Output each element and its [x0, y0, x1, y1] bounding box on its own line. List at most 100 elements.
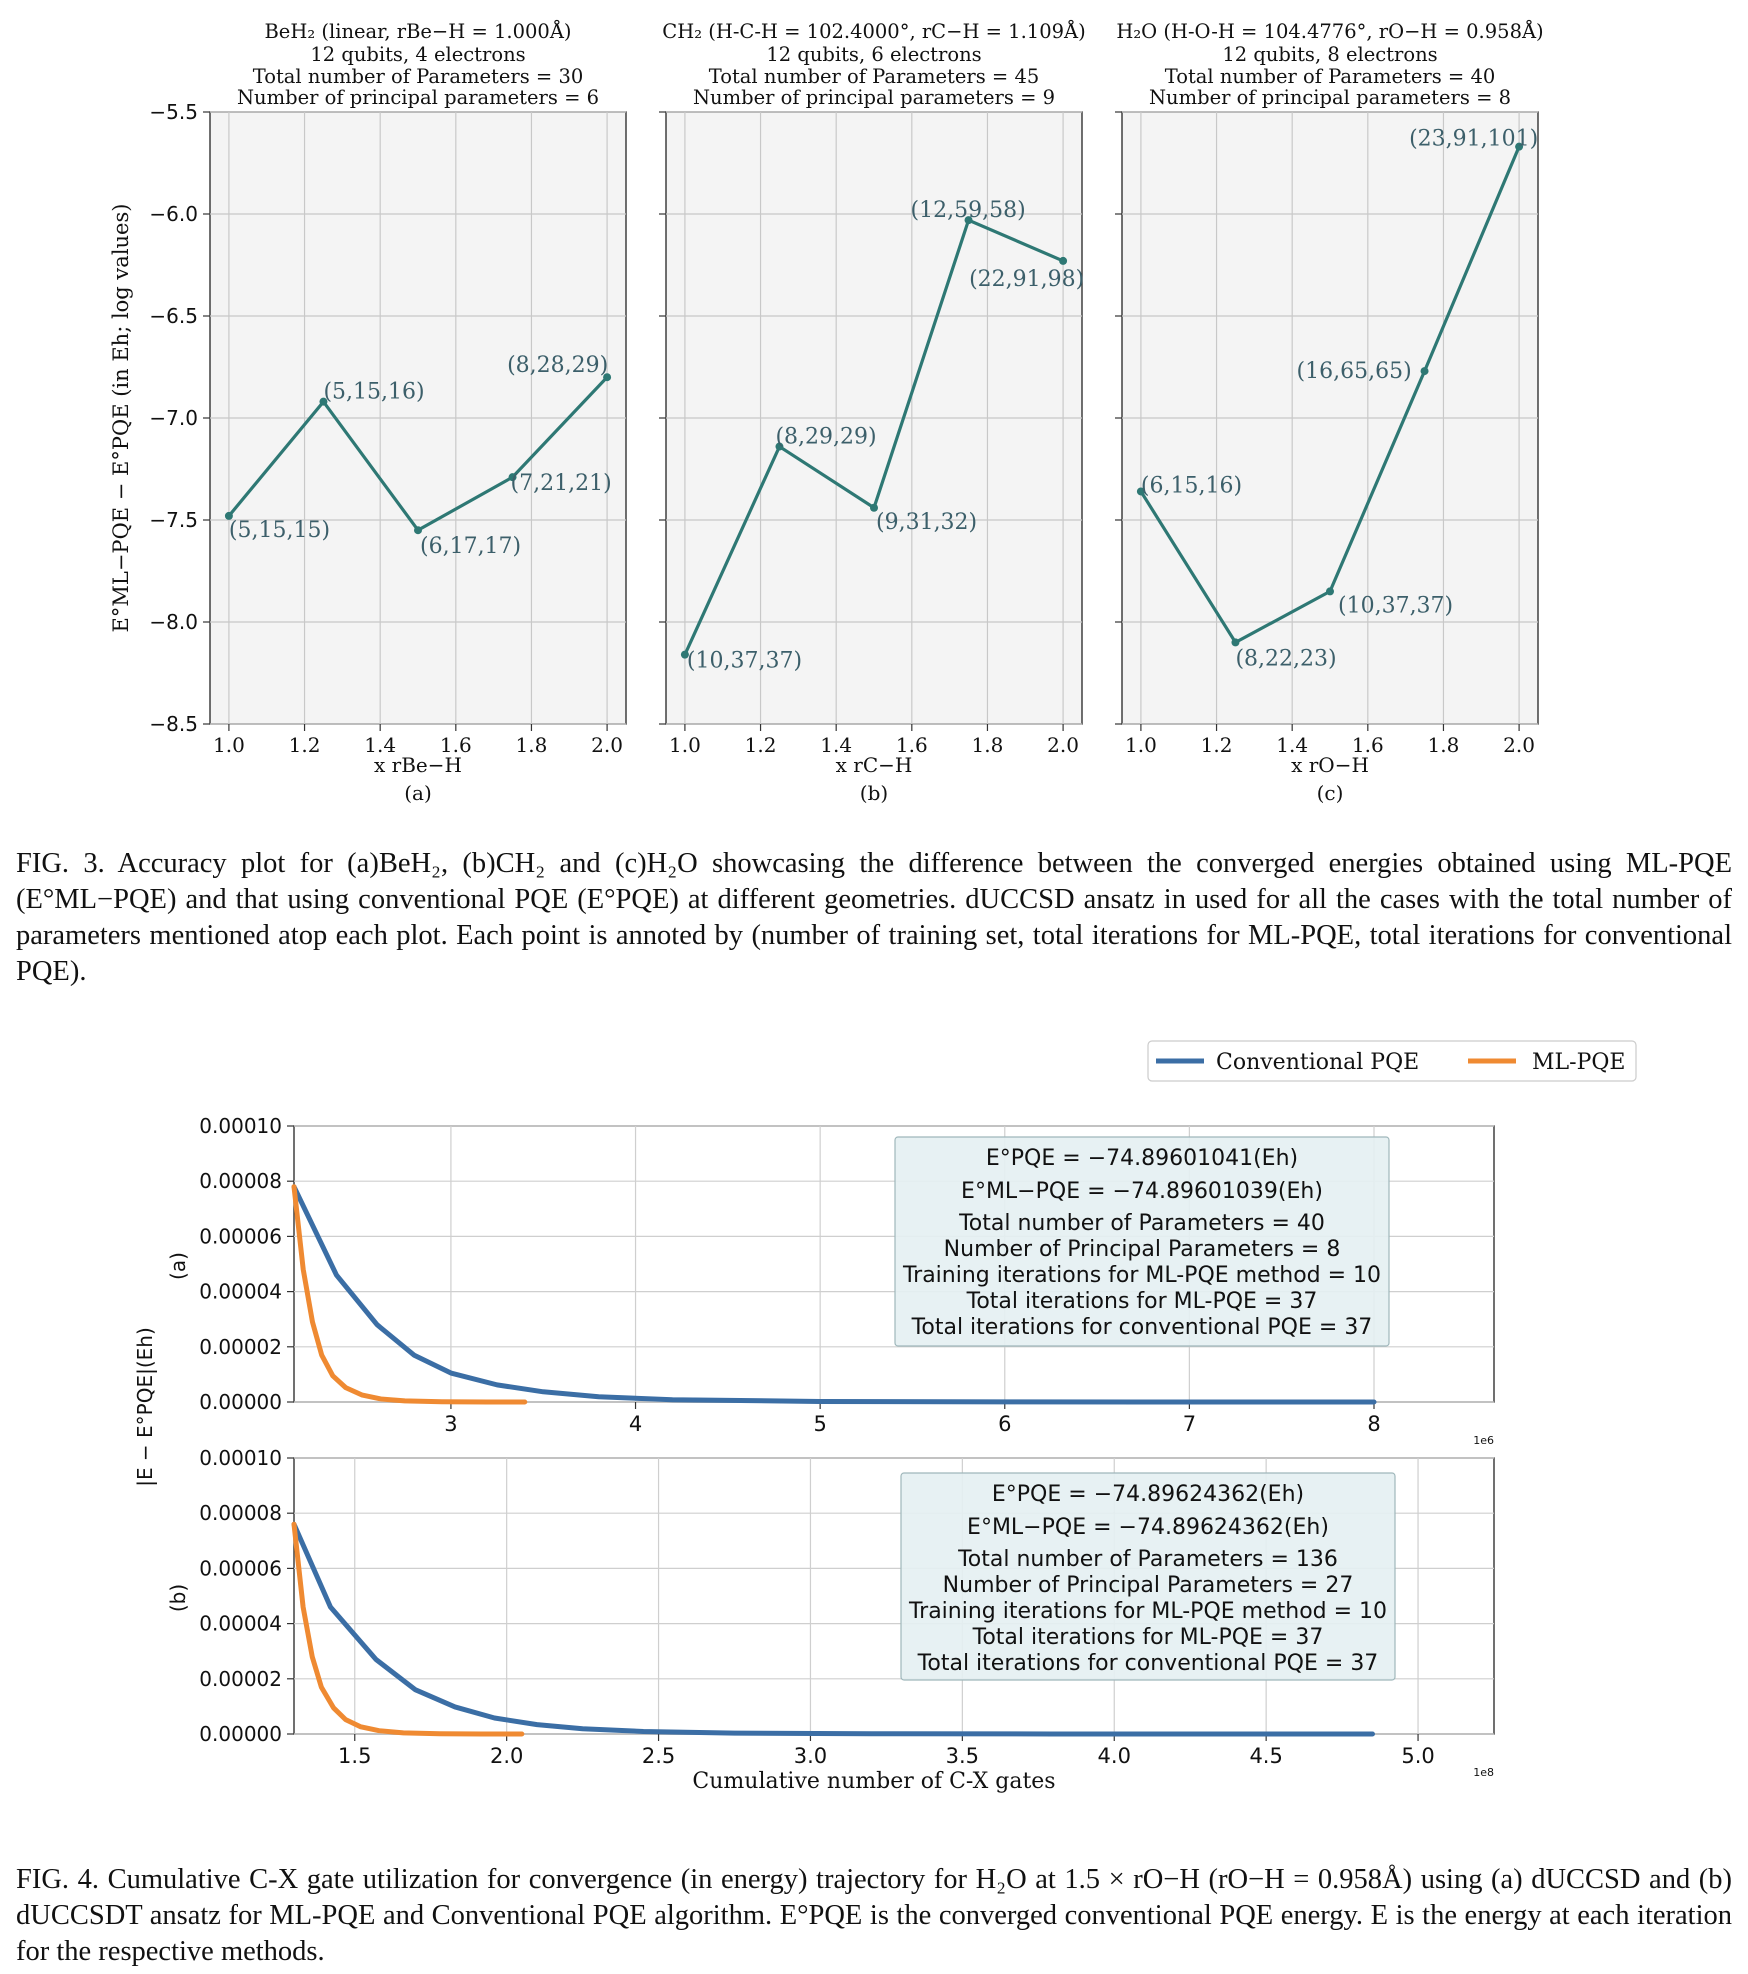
- fig3c-xlabel: x rO−H: [1291, 753, 1369, 777]
- y-tick-label: −7.5: [149, 508, 198, 532]
- x-tick-label: 1.2: [745, 733, 777, 757]
- x-tick-label: 3.0: [794, 1744, 827, 1768]
- fig4b-info-line-2: E°ML−PQE = −74.89624362(Eh): [967, 1515, 1329, 1540]
- y-tick-label: 0.00006: [199, 1556, 282, 1580]
- x-tick-label: 4.5: [1249, 1744, 1282, 1768]
- series-line-mlpqe: [291, 1521, 525, 1737]
- fig3-caption-text: Accuracy plot for (a)BeH₂, (b)CH₂ and (c…: [16, 848, 1732, 987]
- fig3-panel-c: H₂O (H-O-H = 104.4776°, rO−H = 0.958Å) 1…: [1115, 18, 1544, 805]
- fig4-legend-label-mlpqe: ML-PQE: [1532, 1050, 1625, 1075]
- fig4-ylabel: |E − E°PQE|(Eh): [133, 1327, 157, 1487]
- x-tick-label: 2.0: [1047, 733, 1079, 757]
- x-tick-label: 1.2: [289, 733, 321, 757]
- fig4a-infobox-bg: [894, 1136, 1390, 1347]
- data-point: [508, 473, 517, 482]
- fig4-caption-text: Cumulative C-X gate utilization for conv…: [16, 1864, 1733, 1967]
- data-point: [1136, 487, 1145, 496]
- data-point: [1420, 367, 1429, 376]
- x-tick-label: 1.4: [1276, 733, 1308, 757]
- x-tick-label: 2.0: [1503, 733, 1535, 757]
- fig3b-title-line-1: CH₂ (H-C-H = 102.4000°, rC−H = 1.109Å): [662, 18, 1085, 43]
- y-tick-label: 0.00002: [199, 1667, 282, 1691]
- point-label: (16,65,65): [1297, 359, 1412, 384]
- fig4b-infobox-bg: [900, 1472, 1396, 1681]
- fig4-caption: FIG. 4. Cumulative C-X gate utilization …: [16, 1862, 1732, 1970]
- series-line-conventional: [291, 1521, 1375, 1737]
- fig4a-info-line-4: Number of Principal Parameters = 8: [944, 1237, 1341, 1262]
- fig3b-title-line-2: 12 qubits, 6 electrons: [766, 43, 981, 66]
- y-tick-label: 0.00006: [199, 1224, 282, 1248]
- y-tick-label: 0.00008: [199, 1501, 282, 1525]
- fig4b-infobox: E°PQE = −74.89624362(Eh) E°ML−PQE = −74.…: [900, 1472, 1396, 1681]
- fig4-legend-label-conventional: Conventional PQE: [1216, 1050, 1419, 1075]
- y-tick-label: −7.0: [149, 406, 198, 430]
- y-tick-label: 0.00000: [199, 1390, 282, 1414]
- fig3a-series: (5,15,15) (5,15,16) (6,17,17) (7,21,21) (8,2…: [224, 353, 612, 559]
- point-label: (23,91,101): [1409, 127, 1538, 152]
- fig3-caption: FIG. 3. Accuracy plot for (a)BeH₂, (b)CH…: [16, 846, 1732, 990]
- fig4a-ticks: 3 4 5 6 7 8 0.00010 0.00008 0.00006 0.00004 0.0000…: [199, 1114, 1380, 1436]
- fig3a-title-line-4: Number of principal parameters = 6: [237, 86, 599, 109]
- fig4-legend-box: [1147, 1040, 1637, 1082]
- fig4b-info-line-1: E°PQE = −74.89624362(Eh): [992, 1482, 1304, 1507]
- data-point: [964, 216, 973, 225]
- fig3b-title-line-3: Total number of Parameters = 45: [709, 65, 1040, 88]
- x-tick-label: 7: [1183, 1412, 1196, 1436]
- fig3c-grid: [1122, 111, 1538, 725]
- fig3b-sublabel: (b): [860, 781, 888, 805]
- y-tick-label: −5.5: [149, 100, 198, 124]
- fig3a-xlabel: x rBe−H: [374, 753, 462, 777]
- fig3b-ticks: 1.0 1.2 1.4 1.6 1.8 2.0: [659, 111, 1079, 757]
- x-tick-label: 3: [444, 1412, 457, 1436]
- series-line-conventional: [291, 1184, 1377, 1405]
- fig4-caption-label: FIG. 4.: [16, 1864, 99, 1895]
- point-label: (10,37,37): [687, 649, 802, 674]
- x-tick-label: 4: [629, 1412, 642, 1436]
- fig3a-ticks: 1.0 1.2 1.4 1.6 1.8 2.0 −5.5 −6.0 −6.5 −7.0 −7.5 −8…: [149, 100, 623, 757]
- x-tick-label: 5: [813, 1412, 826, 1436]
- data-point: [1515, 142, 1524, 151]
- point-label: (6,15,16): [1141, 473, 1242, 498]
- x-tick-label: 1.6: [896, 733, 928, 757]
- point-label: (8,22,23): [1235, 646, 1336, 671]
- x-tick-label: 1.5: [338, 1744, 371, 1768]
- x-tick-label: 1.6: [440, 733, 472, 757]
- x-tick-label: 2.0: [490, 1744, 523, 1768]
- fig4-panel-b: (b) 1.5 2.0 2.5 3.0 3.5 4.0 4.5 5.0 0.00010 0.000…: [166, 1446, 1495, 1779]
- data-point: [224, 511, 233, 520]
- point-label: (5,15,15): [229, 518, 330, 543]
- fig4a-info-line-3: Total number of Parameters = 40: [958, 1211, 1325, 1236]
- y-tick-label: 0.00004: [199, 1280, 282, 1304]
- point-label: (6,17,17): [420, 534, 521, 559]
- fig3c-sublabel: (c): [1317, 781, 1344, 805]
- y-tick-label: −6.5: [149, 304, 198, 328]
- x-tick-label: 6: [998, 1412, 1011, 1436]
- fig3c-title-line-3: Total number of Parameters = 40: [1165, 65, 1496, 88]
- x-tick-label: 1.8: [972, 733, 1004, 757]
- fig3b-xlabel: x rC−H: [836, 753, 913, 777]
- data-point: [870, 503, 878, 512]
- x-tick-label: 3.5: [946, 1744, 979, 1768]
- data-point: [1059, 256, 1068, 265]
- point-label: (9,31,32): [876, 510, 977, 535]
- fig3b-series: (10,37,37) (8,29,29) (9,31,32) (12,59,58) (2…: [680, 198, 1084, 674]
- fig3-ylabel-group: E°ML−PQE − E°PQE (in Eh; log values): [109, 204, 133, 633]
- fig3c-title-line-2: 12 qubits, 8 electrons: [1222, 43, 1437, 66]
- fig4b-series: [291, 1521, 1375, 1737]
- x-tick-label: 1.6: [1352, 733, 1384, 757]
- x-tick-label: 1.0: [213, 733, 245, 757]
- fig4b-ticks: 1.5 2.0 2.5 3.0 3.5 4.0 4.5 5.0 0.00010 0.00008 0.…: [199, 1446, 1434, 1768]
- x-tick-label: 2.5: [642, 1744, 675, 1768]
- fig3c-ticks: 1.0 1.2 1.4 1.6 1.8 2.0: [1115, 111, 1535, 757]
- y-tick-label: 0.00000: [199, 1722, 282, 1746]
- fig3a-title-line-2: 12 qubits, 4 electrons: [310, 43, 525, 66]
- fig3c-title-line-4: Number of principal parameters = 8: [1149, 86, 1511, 109]
- fig3-caption-label: FIG. 3.: [16, 848, 105, 879]
- y-tick-label: −8.0: [149, 610, 198, 634]
- fig4b-info-line-4: Number of Principal Parameters = 27: [943, 1573, 1354, 1598]
- data-point: [1231, 638, 1240, 647]
- fig3a-sublabel: (a): [404, 781, 432, 805]
- y-tick-label: 0.00008: [199, 1169, 282, 1193]
- point-label: (10,37,37): [1338, 593, 1453, 618]
